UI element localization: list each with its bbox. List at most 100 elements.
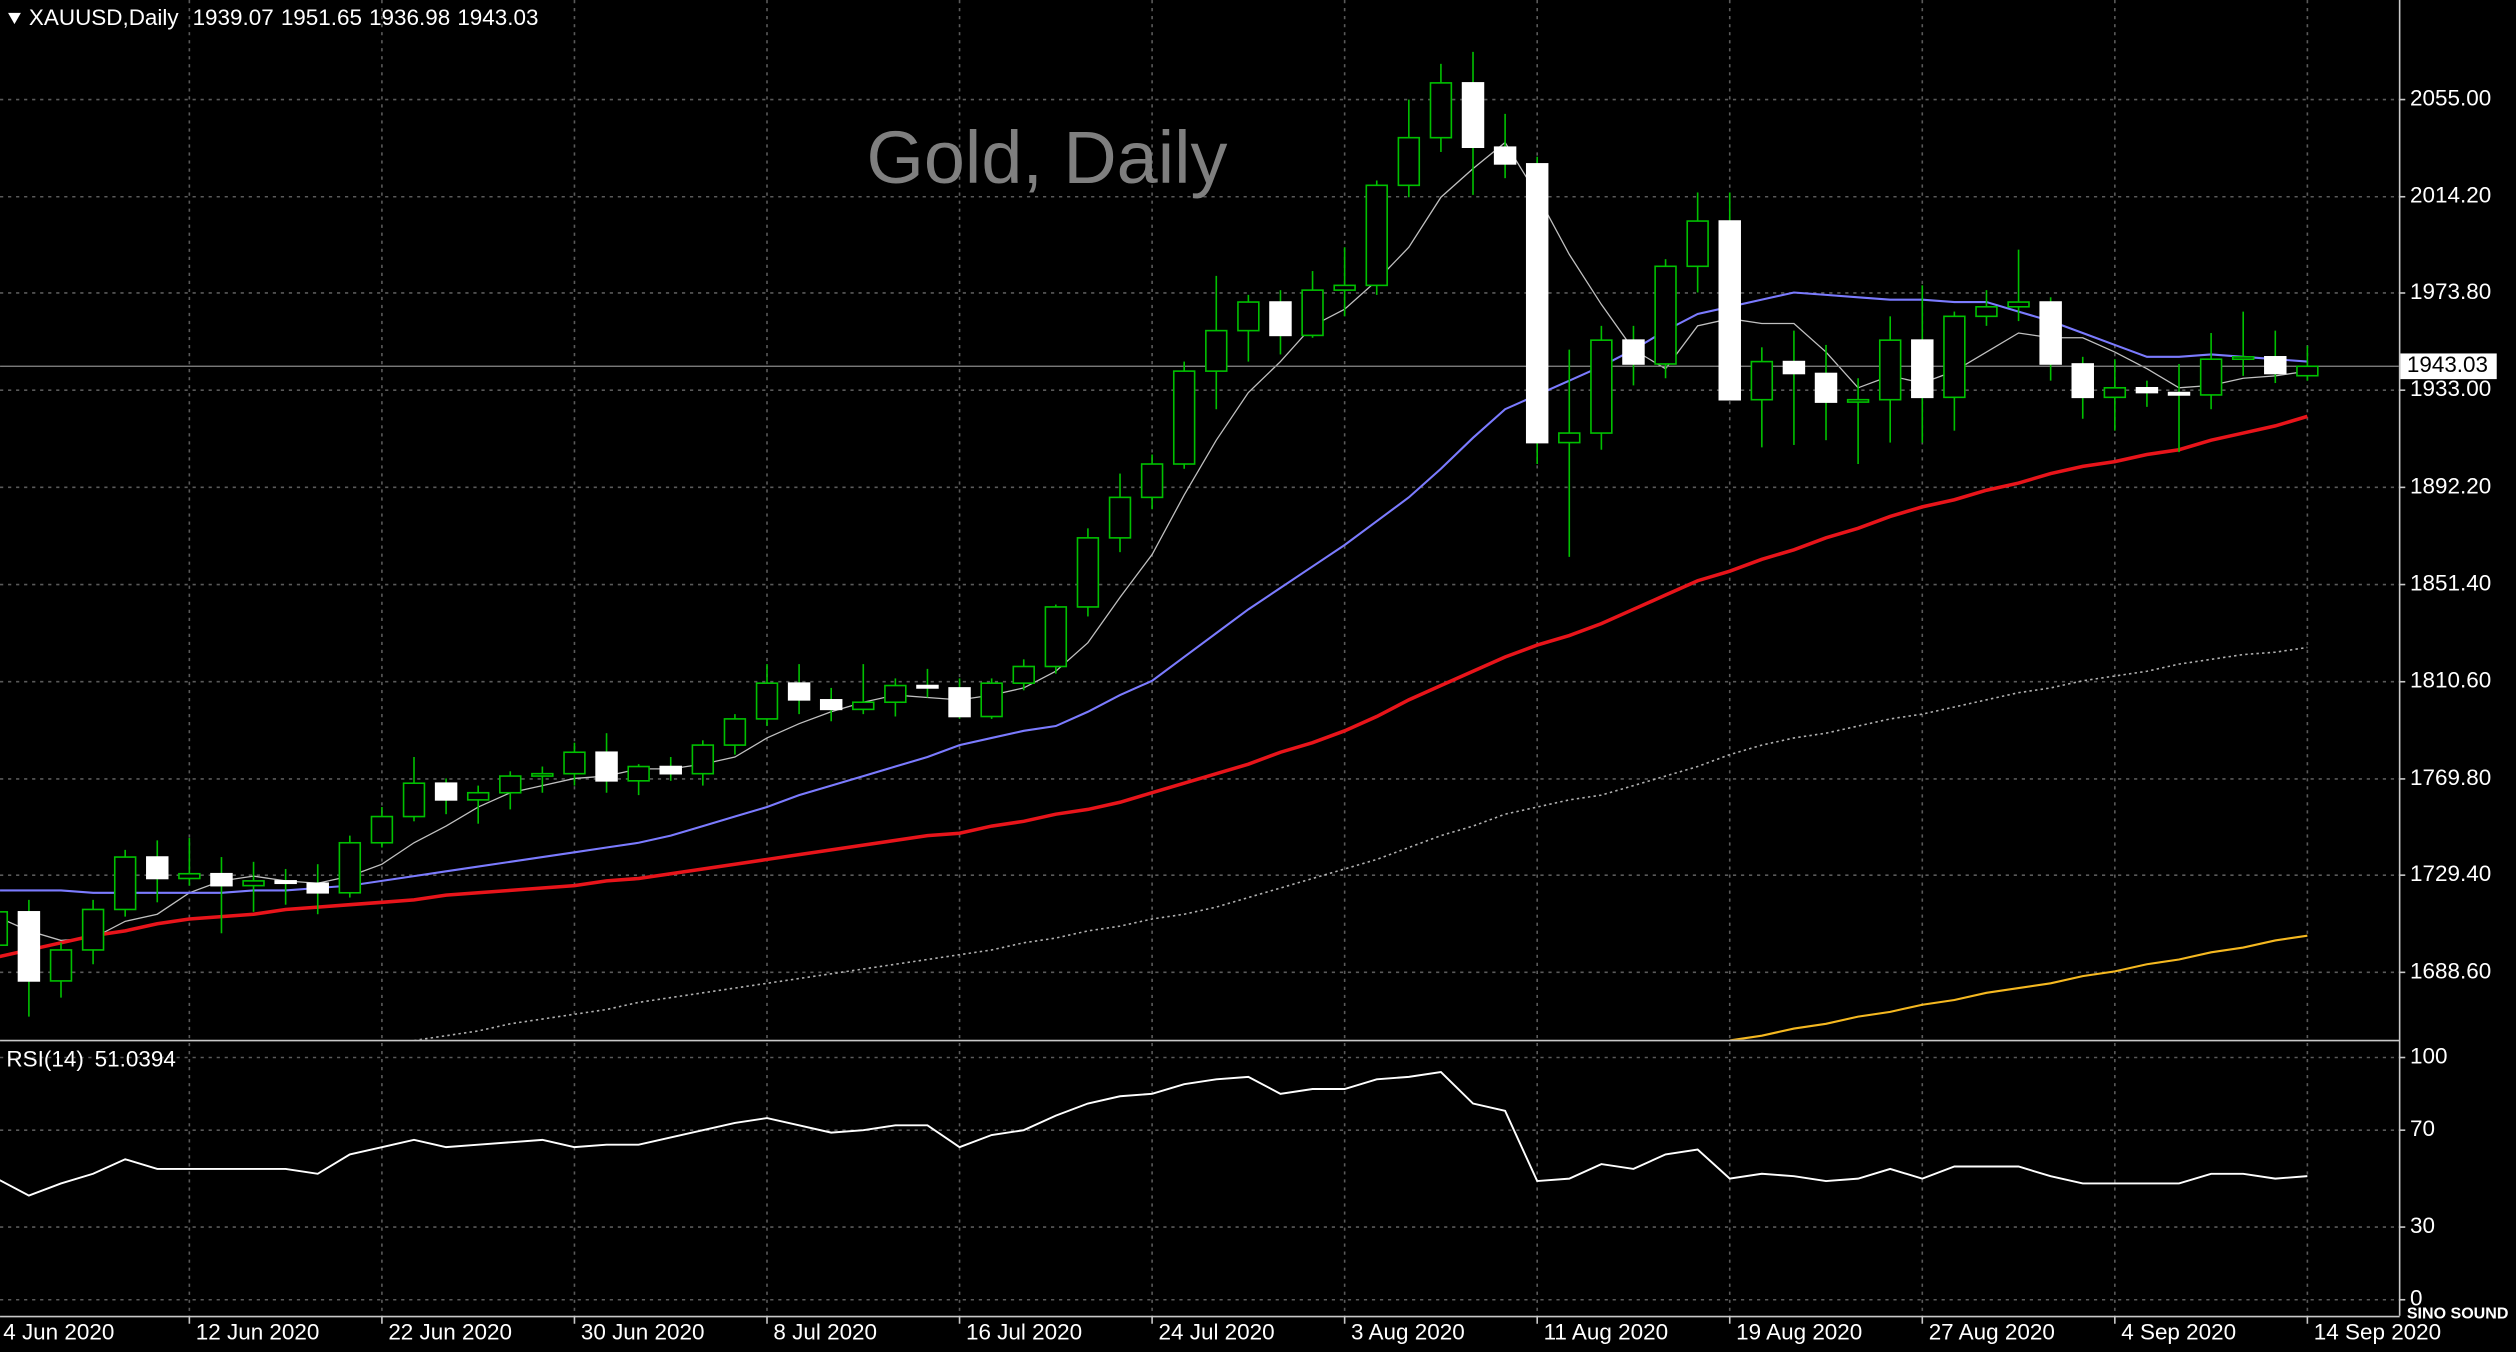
candle-body-down	[2264, 356, 2287, 375]
candle-body-down	[595, 751, 618, 782]
candle-body-up	[1750, 360, 1774, 401]
candle-body-up	[402, 782, 426, 818]
logo-text: SINO SOUND	[2407, 1304, 2509, 1322]
x-tick-label: 8 Jul 2020	[773, 1319, 877, 1344]
candle-body-up	[2103, 386, 2127, 399]
candle-body-up	[723, 718, 747, 746]
x-tick-label: 27 Aug 2020	[1929, 1319, 2055, 1344]
candle-body-up	[1205, 329, 1228, 372]
candle-body-down	[1493, 146, 1517, 165]
y-tick-label: 0	[2410, 1286, 2423, 1311]
candle-body-up	[49, 949, 73, 982]
candle-body-down	[1718, 220, 1741, 401]
candle-body-up	[1012, 665, 1035, 684]
candle-body-up	[1686, 220, 1709, 268]
candle-body-up	[627, 765, 650, 782]
candle-body-up	[338, 841, 362, 894]
y-tick-label: 1769.80	[2410, 765, 2491, 790]
candle-body-down	[146, 856, 169, 880]
x-tick-label: 24 Jul 2020	[1159, 1319, 1275, 1344]
candle-body-up	[2231, 356, 2255, 361]
candle-body-up	[81, 908, 105, 951]
y-tick-label: 2055.00	[2410, 86, 2491, 111]
candle-body-up	[1333, 284, 1356, 291]
candle-body-down	[1782, 360, 1806, 375]
candle-body-down	[210, 872, 233, 887]
candle-body-up	[691, 744, 715, 775]
candle-body-up	[980, 682, 1003, 718]
rsi-line	[0, 1071, 2308, 1197]
candle-body-down	[1622, 339, 1645, 365]
header-close: 1943.03	[457, 5, 538, 30]
candle-body-up	[242, 880, 265, 887]
candle-body-up	[1943, 315, 1966, 399]
candle-body-up	[1076, 537, 1100, 608]
candle-body-up	[884, 684, 907, 704]
header-open: 1939.07	[193, 5, 274, 30]
candle-body-down	[1911, 339, 1934, 399]
x-tick-label: 4 Jun 2020	[3, 1319, 114, 1344]
x-tick-label: 4 Sep 2020	[2121, 1319, 2236, 1344]
candle-body-up	[1975, 306, 1998, 318]
candle-body-up	[1301, 289, 1324, 337]
candle-body-down	[1461, 82, 1485, 149]
candle-body-up	[113, 856, 137, 911]
candle-body-down	[1269, 301, 1292, 337]
candle-body-up	[1397, 136, 1421, 187]
candle-body-up	[1140, 463, 1164, 499]
candle-body-up	[2296, 365, 2319, 377]
watermark-title: Gold, Daily	[866, 116, 1227, 199]
candle-body-down	[787, 682, 811, 701]
y-tick-label: 1933.00	[2410, 376, 2491, 401]
last-price-label: 1943.03	[2407, 352, 2488, 377]
candle-body-up	[1044, 606, 1068, 668]
last-price-tag	[2400, 353, 2497, 380]
x-tick-label: 3 Aug 2020	[1351, 1319, 1465, 1344]
y-tick-label: 30	[2410, 1213, 2435, 1238]
candle-body-down	[2039, 301, 2062, 365]
candle-body-up	[1878, 339, 1902, 401]
x-tick-label: 16 Jul 2020	[966, 1319, 1082, 1344]
candle-body-up	[852, 701, 875, 711]
candle-body-down	[2071, 363, 2094, 399]
moving-average-line	[1729, 934, 2308, 1040]
candle-body-down	[948, 687, 971, 718]
candle-body-down	[2167, 391, 2191, 396]
price-panel	[0, 51, 2399, 1040]
x-tick-label: 12 Jun 2020	[196, 1319, 320, 1344]
y-tick-label: 70	[2410, 1116, 2435, 1141]
candle-body-up	[499, 775, 522, 794]
y-tick-label: 1851.40	[2410, 570, 2491, 595]
candle-body-down	[819, 699, 843, 711]
header-low: 1936.98	[369, 5, 450, 30]
x-tick-label: 14 Sep 2020	[2314, 1319, 2441, 1344]
candle-body-up	[1590, 339, 1613, 434]
menu-arrow	[8, 12, 21, 25]
candle-body-up	[755, 682, 779, 720]
candle-body-up	[563, 751, 586, 775]
moving-average-line	[0, 414, 2308, 959]
header-high: 1951.65	[281, 5, 362, 30]
candle-body-up	[1846, 398, 1870, 403]
symbol-label: XAUUSD,Daily	[29, 5, 179, 30]
y-tick-label: 1688.60	[2410, 958, 2491, 983]
rsi-value: 51.0394	[95, 1047, 176, 1072]
candle-body-up	[2199, 358, 2223, 396]
candle-body-up	[1654, 265, 1677, 365]
candle-body-down	[17, 911, 41, 982]
y-tick-label: 100	[2410, 1043, 2447, 1068]
candle-body-up	[466, 791, 490, 801]
candle-body-up	[1237, 301, 1260, 332]
candle-body-down	[2135, 386, 2159, 394]
x-tick-label: 11 Aug 2020	[1544, 1319, 1668, 1344]
y-tick-label: 2014.20	[2410, 183, 2491, 208]
candle-body-down	[1814, 372, 1838, 403]
candle-body-up	[0, 911, 9, 946]
candle-body-up	[1558, 432, 1581, 444]
candle-body-up	[531, 772, 554, 777]
x-tick-label: 22 Jun 2020	[388, 1319, 512, 1344]
candle-body-up	[2007, 301, 2030, 308]
